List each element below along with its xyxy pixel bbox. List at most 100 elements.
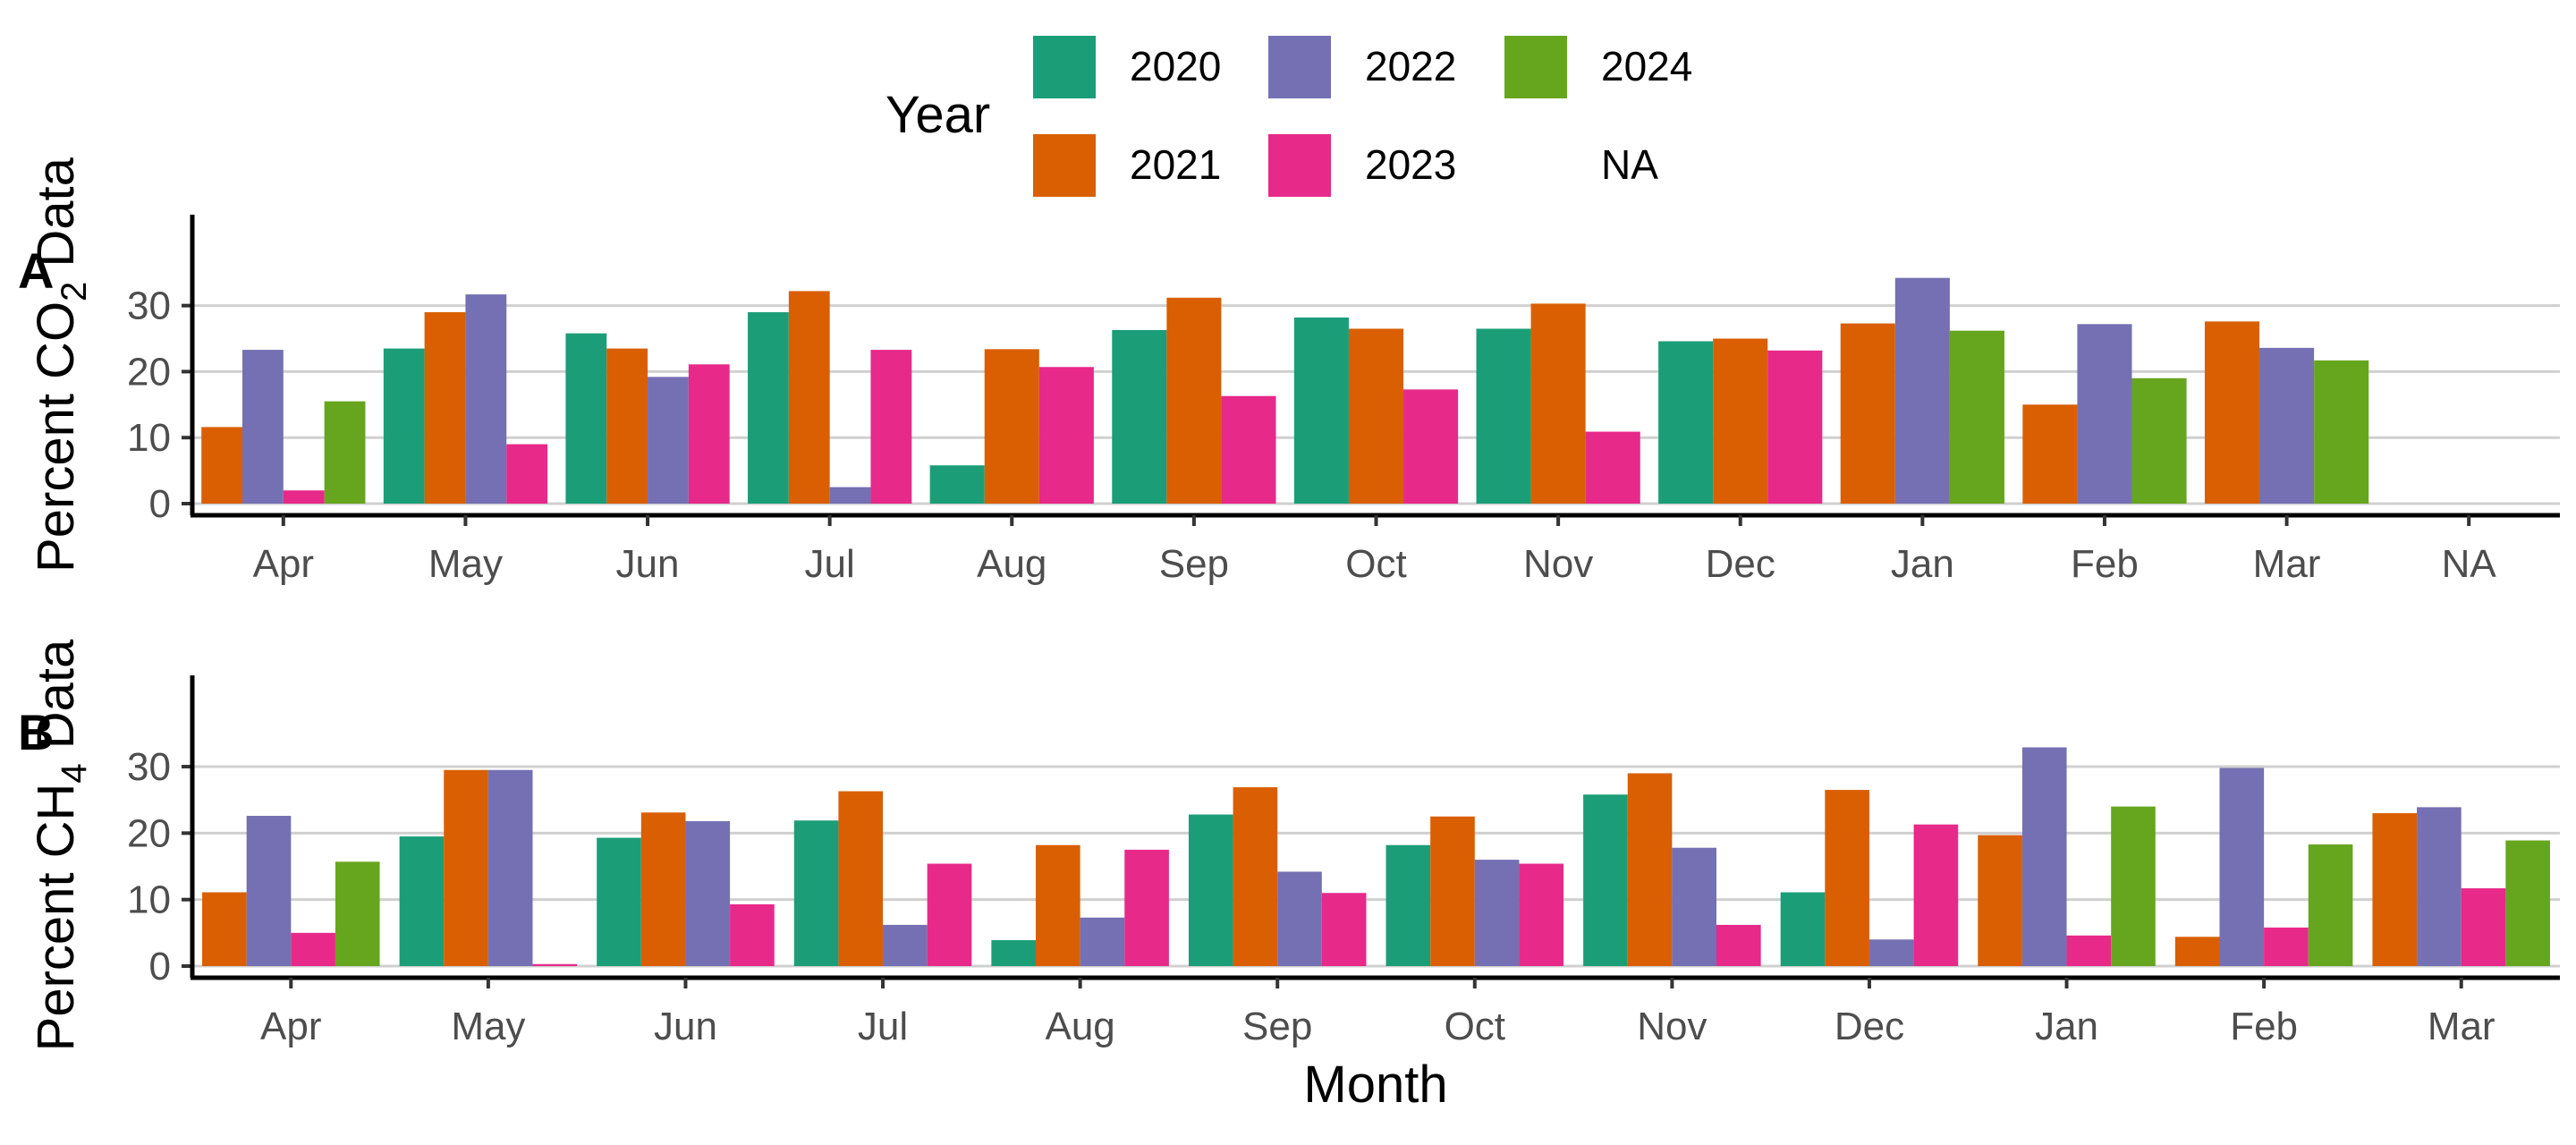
legend-item-2023: 2023 [1268,134,1456,197]
legend-items: 2020 2022 2024 2021 2023 NA [1033,36,1692,197]
bar-jun-2023 [688,364,730,504]
x-tick-label-jul: Jul [858,1005,908,1048]
bar-mar-2021 [2372,813,2418,966]
legend-item-2021: 2021 [1033,134,1221,197]
bar-aug-2023 [1038,367,1094,504]
axes-co2: 0 10 20 30 Apr May Jun Jul Aug Sep Oct Nov Dec Jan Feb… [127,215,2560,586]
bar-aug-2021 [984,349,1039,504]
bar-jan-2024 [2111,806,2156,966]
x-tick-label-oct: Oct [1345,542,1406,586]
bar-mar-2024 [2505,840,2550,966]
panel-ch4: B Percent CH4 Data 0 10 20 30 Apr May Jun Jul Au… [18,639,2560,1051]
bar-apr-2024 [335,861,380,966]
x-tick-label-jun: Jun [654,1005,717,1048]
y-axis-title-ch4-tail: Data [27,639,85,763]
x-tick-label-nov: Nov [1523,542,1593,586]
x-tick-label-jul: Jul [805,542,855,586]
x-tick-label-may: May [428,542,503,586]
legend-swatch-2022 [1268,36,1331,98]
panel-tag-b: B [18,704,54,760]
bar-nov-2022 [1672,847,1717,966]
bar-may-2023 [532,963,578,966]
bar-oct-2022 [1474,860,1520,966]
legend-swatch-2023 [1268,134,1331,197]
bar-jul-2022 [829,487,871,504]
bar-dec-2021 [1713,338,1768,504]
x-axis-title: Month [1303,1056,1447,1114]
x-tick-label-oct: Oct [1445,1005,1505,1048]
bar-oct-2021 [1348,328,1404,504]
y-tick-label-0: 0 [149,482,171,526]
bar-jan-2022 [2021,747,2067,966]
bar-dec-2023 [1767,350,1823,504]
grid-ch4 [192,765,2560,968]
bar-oct-2020 [1293,317,1349,504]
bar-may-2023 [506,444,548,504]
y-axis-title-ch4: Percent CH4 Data [27,639,94,1051]
bar-aug-2021 [1035,844,1080,966]
bar-nov-2020 [1583,794,1628,966]
legend-item-2024: 2024 [1504,36,1692,98]
y-tick-label-10: 10 [127,416,171,460]
bar-feb-2021 [2174,937,2220,966]
legend-label-2021: 2021 [1130,141,1221,188]
bar-jun-2021 [640,812,686,966]
bar-nov-2023 [1585,431,1640,504]
bar-may-2022 [465,294,507,504]
bar-feb-2021 [2022,404,2078,504]
x-tick-label-na: NA [2442,542,2497,586]
bar-feb-2024 [2131,377,2187,504]
legend: Year 2020 2022 2024 2021 2023 NA [886,36,1692,197]
bar-sep-2021 [1166,297,1222,504]
bar-sep-2022 [1277,871,1322,966]
bar-feb-2022 [2077,324,2132,504]
bar-aug-2022 [1080,917,1125,966]
bar-apr-2023 [291,932,335,966]
x-tick-label-jan: Jan [2035,1005,2098,1048]
legend-label-2023: 2023 [1365,141,1456,188]
panel-co2: A Percent CO2 Data 0 10 20 30 Apr May Jun Jul Au… [18,157,2560,586]
x-tick-label-feb: Feb [2071,542,2139,586]
x-tick-label-dec: Dec [1835,1005,1904,1048]
bar-mar-2022 [2259,347,2315,504]
bar-feb-2023 [2264,927,2309,966]
bars-ch4 [202,747,2550,966]
bar-jul-2021 [838,791,884,966]
bar-jun-2022 [685,820,731,966]
bar-mar-2024 [2314,360,2369,504]
y-tick-label-20: 20 [127,811,171,855]
bar-jun-2023 [730,903,775,966]
bar-jul-2022 [883,924,928,966]
bar-may-2020 [399,836,445,966]
bar-mar-2022 [2417,807,2462,966]
bar-jul-2020 [793,820,839,966]
legend-label-2022: 2022 [1365,43,1456,89]
bar-mar-2021 [2204,321,2260,504]
bar-feb-2022 [2219,768,2265,966]
bar-nov-2023 [1716,924,1761,966]
bar-aug-2023 [1124,849,1169,966]
bar-dec-2021 [1825,790,1869,966]
bar-may-2020 [383,348,425,504]
y-axis-title-co2-main: Percent CO [27,301,85,572]
bar-dec-2020 [1658,341,1714,504]
y-tick-label-30: 30 [127,745,171,789]
y-axis-title-ch4-main: Percent CH [27,784,85,1052]
bar-jan-2024 [1949,330,2004,504]
legend-swatch-2024 [1504,36,1567,98]
x-tick-label-sep: Sep [1159,542,1229,586]
x-tick-label-mar: Mar [2428,1005,2496,1048]
legend-label-na: NA [1601,141,1658,188]
y-tick-label-10: 10 [127,878,171,922]
bar-sep-2023 [1221,395,1276,504]
bar-jan-2021 [1840,323,1895,504]
legend-swatch-2021 [1033,134,1096,197]
x-tick-label-mar: Mar [2253,542,2321,586]
bar-oct-2020 [1385,844,1431,966]
bar-jul-2023 [927,863,972,966]
x-tick-label-aug: Aug [977,542,1046,586]
y-tick-label-30: 30 [127,284,171,328]
bar-aug-2020 [991,940,1036,966]
bar-jul-2021 [788,291,830,504]
